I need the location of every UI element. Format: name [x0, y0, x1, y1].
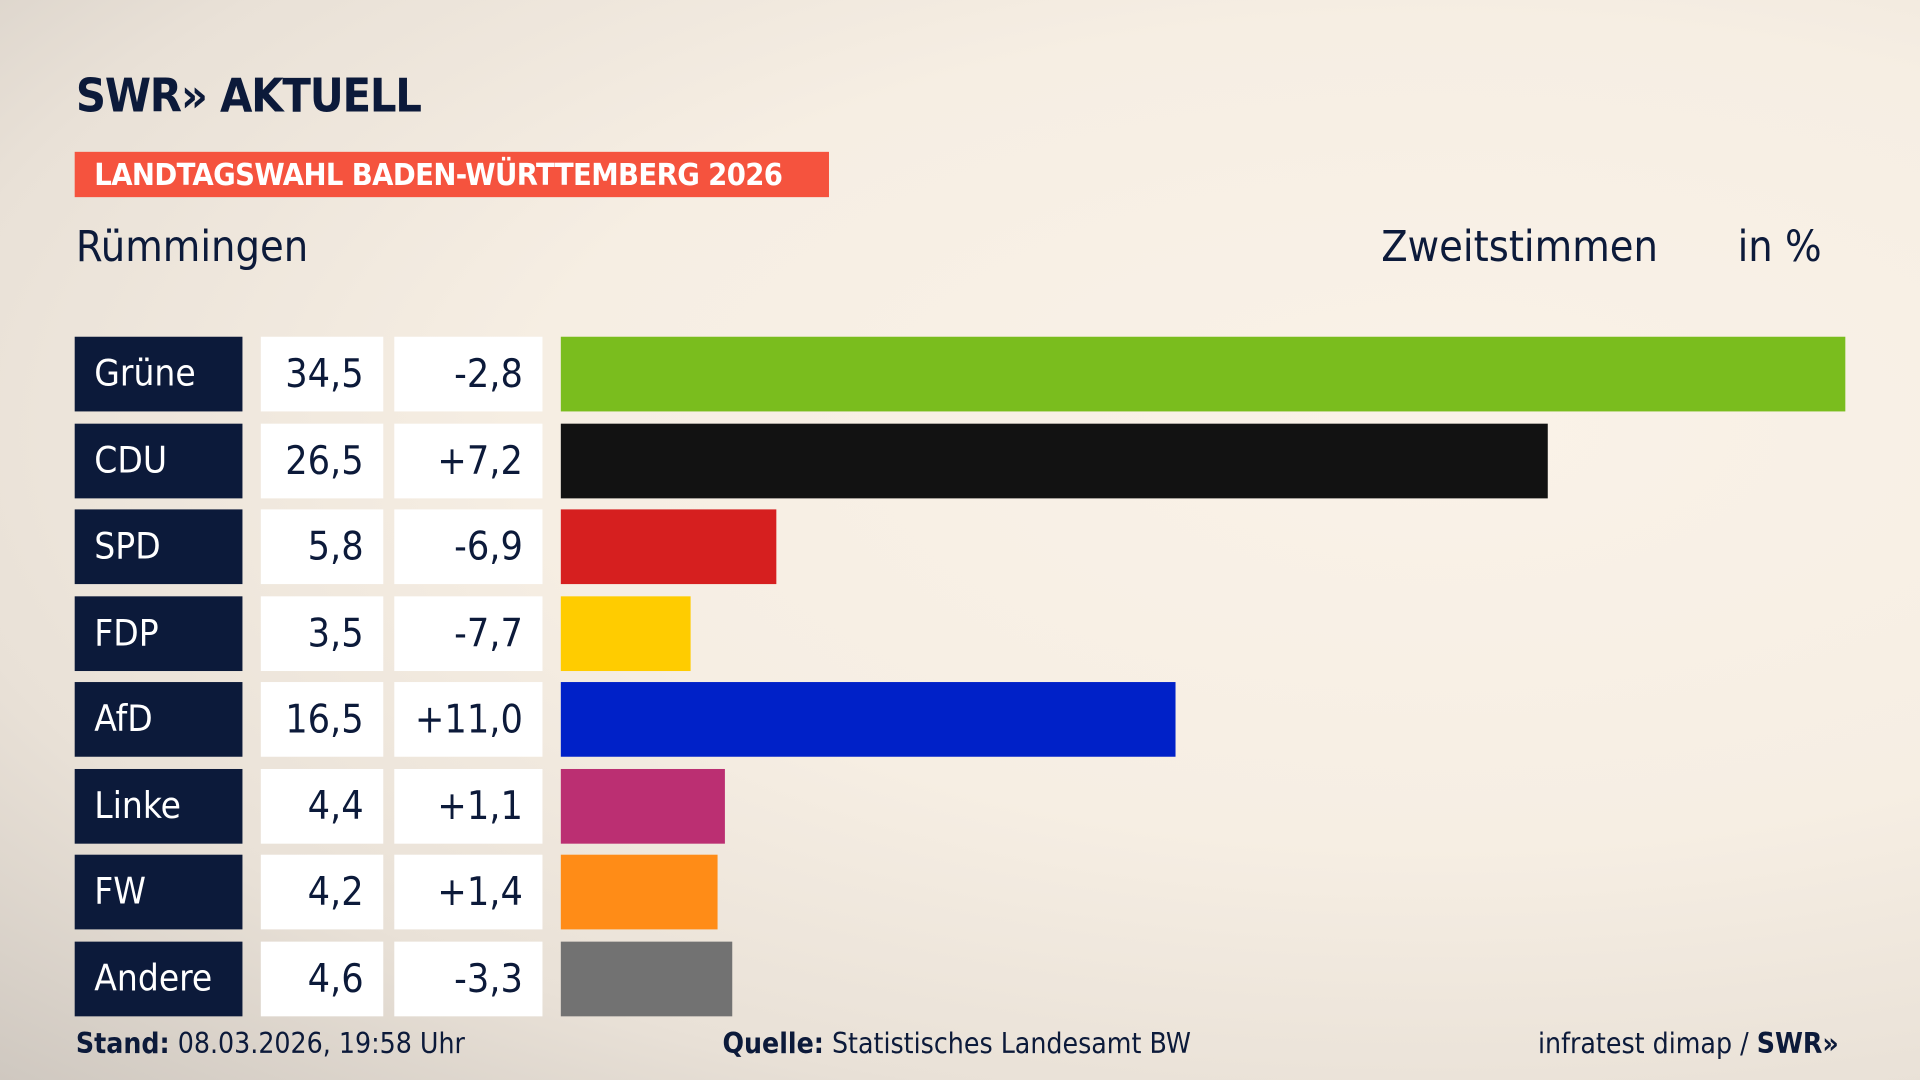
swr-aktuell-logo: SWR» AKTUELL: [75, 68, 422, 123]
election-badge: LANDTAGSWAHL BADEN-WÜRTTEMBERG 2026: [74, 151, 829, 198]
party-label: FDP: [74, 595, 243, 671]
value-label: 34,5: [260, 336, 384, 412]
source-value: Statistisches Landesamt BW: [831, 1028, 1191, 1061]
bar-fw: [560, 854, 718, 930]
stand-value: 08.03.2026, 19:58 Uhr: [177, 1028, 465, 1061]
place-title: Rümmingen: [75, 222, 309, 272]
party-label: SPD: [74, 509, 243, 585]
bar-afd: [560, 682, 1176, 757]
diff-label: +1,1: [394, 768, 543, 844]
value-label: 5,8: [260, 509, 384, 585]
value-label: 3,5: [260, 595, 384, 671]
diff-label: +11,0: [394, 682, 543, 757]
bar-grüne: [560, 336, 1846, 412]
source: Quelle: Statistisches Landesamt BW: [722, 1029, 1190, 1061]
value-label: 4,2: [260, 854, 384, 930]
bar-cdu: [560, 423, 1548, 498]
source-label: Quelle:: [722, 1028, 824, 1061]
bar-linke: [560, 768, 725, 844]
diff-label: -3,3: [394, 941, 543, 1016]
diff-label: -6,9: [394, 509, 543, 585]
credit: infratest dimap / SWR»: [1538, 1029, 1839, 1061]
credit-text: infratest dimap /: [1537, 1028, 1749, 1061]
diff-label: +1,4: [394, 854, 543, 930]
bar-spd: [560, 509, 777, 585]
value-label: 4,4: [260, 768, 384, 844]
unit-label: in %: [1737, 222, 1822, 272]
swr-logo: SWR»: [1756, 1028, 1839, 1061]
party-label: AfD: [74, 682, 243, 757]
diff-label: +7,2: [394, 423, 543, 498]
party-label: CDU: [74, 423, 243, 498]
value-label: 4,6: [260, 941, 384, 1016]
timestamp: Stand: 08.03.2026, 19:58 Uhr: [76, 1029, 465, 1061]
bar-andere: [560, 941, 733, 1016]
party-label: Linke: [74, 768, 243, 844]
diff-label: -7,7: [394, 595, 543, 671]
party-label: FW: [74, 854, 243, 930]
value-label: 16,5: [260, 682, 384, 757]
value-label: 26,5: [260, 423, 384, 498]
party-label: Grüne: [74, 336, 243, 412]
stand-label: Stand:: [75, 1028, 170, 1061]
bar-fdp: [560, 595, 692, 671]
diff-label: -2,8: [394, 336, 543, 412]
vote-type: Zweitstimmen: [1381, 222, 1658, 272]
party-label: Andere: [74, 941, 243, 1016]
